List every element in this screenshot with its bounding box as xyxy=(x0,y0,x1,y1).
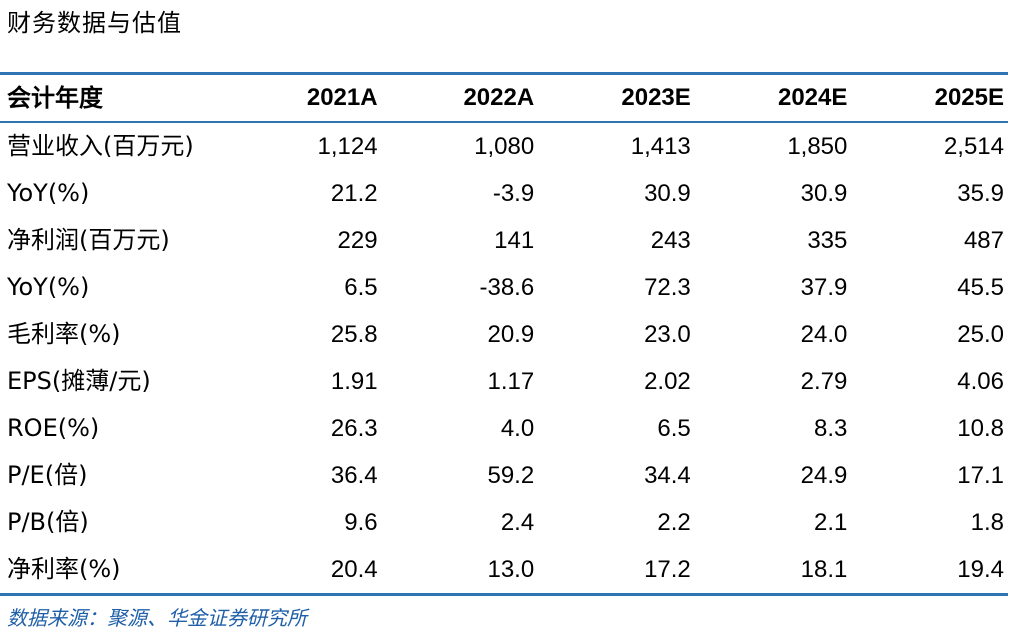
table-cell: 59.2 xyxy=(487,462,535,489)
row-label: YoY(%) xyxy=(7,179,90,207)
table-top-rule xyxy=(0,72,1008,75)
table-cell: 72.3 xyxy=(644,274,691,301)
table-cell: 10.8 xyxy=(957,415,1004,442)
table-cell: 13.0 xyxy=(487,556,535,583)
table-cell: 1,413 xyxy=(630,133,691,160)
table-cell: 1,124 xyxy=(317,133,378,160)
row-label: ROE(%) xyxy=(7,414,100,442)
table-cell: 1.91 xyxy=(330,368,378,395)
table-cell: 21.2 xyxy=(330,180,378,207)
table-cell: 2.79 xyxy=(800,368,848,395)
table-row: 毛利率(%) 25.8 20.9 23.0 24.0 25.0 xyxy=(0,311,1008,358)
financial-table-container: 会计年度 2021A 2022A 2023E 2024E 2025E 营业收入(… xyxy=(0,72,1008,596)
table-cell: 229 xyxy=(337,227,378,254)
table-cell: 24.0 xyxy=(800,321,848,348)
table-cell: 9.6 xyxy=(344,509,378,536)
table-cell: 37.9 xyxy=(800,274,848,301)
table-cell: 335 xyxy=(807,227,848,254)
table-cell: 1,850 xyxy=(787,133,848,160)
table-row: EPS(摊薄/元) 1.91 1.17 2.02 2.79 4.06 xyxy=(0,358,1008,405)
table-cell: 1.8 xyxy=(970,509,1004,536)
table-cell: 25.8 xyxy=(330,321,378,348)
table-header-row: 会计年度 2021A 2022A 2023E 2024E 2025E xyxy=(0,75,1008,122)
row-label: P/B(倍) xyxy=(7,508,89,536)
table-cell: 487 xyxy=(963,227,1004,254)
table-cell: 2.2 xyxy=(657,509,691,536)
table-row: 净利率(%) 20.4 13.0 17.2 18.1 19.4 xyxy=(0,546,1008,593)
table-bottom-rule xyxy=(0,593,1008,596)
row-label: 毛利率(%) xyxy=(7,320,121,348)
table-cell: 35.9 xyxy=(957,180,1004,207)
table-cell: 243 xyxy=(650,227,691,254)
table-cell: -3.9 xyxy=(492,180,535,207)
table-cell: 4.06 xyxy=(957,368,1004,395)
row-label: 净利润(百万元) xyxy=(7,226,170,254)
header-year: 2021A xyxy=(306,84,378,111)
table-cell: 26.3 xyxy=(330,415,378,442)
table-cell: 20.9 xyxy=(487,321,535,348)
table-cell: 2.1 xyxy=(814,509,848,536)
table-row: YoY(%) 21.2 -3.9 30.9 30.9 35.9 xyxy=(0,170,1008,217)
table-cell: 1,080 xyxy=(474,133,535,160)
table-cell: -38.6 xyxy=(479,274,535,301)
table-row: 净利润(百万元) 229 141 243 335 487 xyxy=(0,217,1008,264)
table-cell: 20.4 xyxy=(330,556,378,583)
page-title: 财务数据与估值 xyxy=(7,9,182,37)
table-row: P/B(倍) 9.6 2.4 2.2 2.1 1.8 xyxy=(0,499,1008,546)
table-cell: 141 xyxy=(494,227,535,254)
table-cell: 6.5 xyxy=(344,274,378,301)
header-year: 2025E xyxy=(934,84,1004,111)
table-cell: 19.4 xyxy=(957,556,1004,583)
table-row: P/E(倍) 36.4 59.2 34.4 24.9 17.1 xyxy=(0,452,1008,499)
table-cell: 4.0 xyxy=(500,415,535,442)
table-row: YoY(%) 6.5 -38.6 72.3 37.9 45.5 xyxy=(0,264,1008,311)
header-year: 2023E xyxy=(621,84,691,111)
table-cell: 18.1 xyxy=(800,556,848,583)
row-label: YoY(%) xyxy=(7,273,90,301)
table-row: ROE(%) 26.3 4.0 6.5 8.3 10.8 xyxy=(0,405,1008,452)
row-label: 净利率(%) xyxy=(7,555,121,583)
financial-table: 会计年度 2021A 2022A 2023E 2024E 2025E 营业收入(… xyxy=(0,75,1008,593)
row-label: EPS(摊薄/元) xyxy=(7,367,151,395)
source-note: 数据来源：聚源、华金证券研究所 xyxy=(7,606,307,630)
table-cell: 17.1 xyxy=(957,462,1004,489)
table-cell: 36.4 xyxy=(330,462,378,489)
row-label: 营业收入(百万元) xyxy=(7,132,194,160)
table-cell: 8.3 xyxy=(814,415,848,442)
table-cell: 45.5 xyxy=(957,274,1004,301)
table-cell: 1.17 xyxy=(487,368,535,395)
table-cell: 23.0 xyxy=(644,321,691,348)
table-cell: 2.4 xyxy=(500,509,535,536)
table-cell: 30.9 xyxy=(644,180,691,207)
header-year: 2022A xyxy=(463,84,535,111)
header-label: 会计年度 xyxy=(7,83,103,112)
table-cell: 34.4 xyxy=(644,462,691,489)
table-cell: 17.2 xyxy=(644,556,691,583)
row-label: P/E(倍) xyxy=(7,461,88,489)
header-year: 2024E xyxy=(777,84,848,111)
table-cell: 6.5 xyxy=(657,415,691,442)
table-cell: 25.0 xyxy=(957,321,1004,348)
table-cell: 2,514 xyxy=(943,133,1004,160)
table-cell: 30.9 xyxy=(800,180,848,207)
table-row: 营业收入(百万元) 1,124 1,080 1,413 1,850 2,514 xyxy=(0,122,1008,170)
table-cell: 2.02 xyxy=(644,368,691,395)
table-cell: 24.9 xyxy=(800,462,848,489)
